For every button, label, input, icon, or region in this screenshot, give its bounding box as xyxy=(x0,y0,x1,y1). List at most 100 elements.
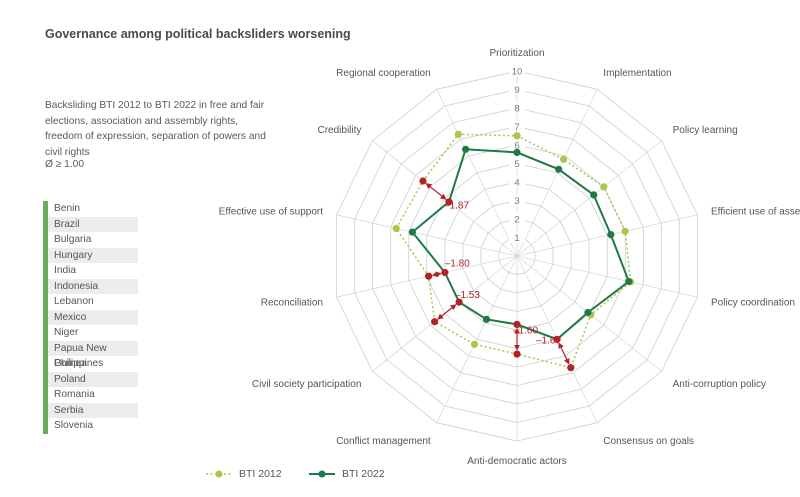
point-bti2022 xyxy=(513,148,521,156)
tick-label-bg xyxy=(509,65,525,76)
country-item: Mexico xyxy=(43,309,138,325)
legend-swatch-dotted xyxy=(206,470,232,478)
point-bti2012 xyxy=(425,272,433,280)
radar-axis-labels: Prioritization Implementation Policy learn… xyxy=(219,48,800,467)
tick-label: 5 xyxy=(514,159,519,170)
axis-label: Regional cooperation xyxy=(336,68,431,79)
axis-label: Civil society participation xyxy=(252,379,362,390)
grid-spoke xyxy=(516,214,698,257)
decline-arrow xyxy=(431,271,442,278)
country-item: Philippines xyxy=(43,356,138,372)
grid-spoke xyxy=(516,255,698,298)
decline-label: –1.60 xyxy=(513,325,538,336)
country-item: Romania xyxy=(43,387,138,403)
tick-label-bg xyxy=(509,139,525,150)
tick-label: 4 xyxy=(514,178,519,189)
decline-arrow xyxy=(425,183,447,200)
grid-spoke xyxy=(336,214,518,257)
tick-label: 7 xyxy=(514,122,519,133)
tick-label: 1 xyxy=(514,233,519,244)
point-bti2022 xyxy=(462,145,470,153)
axis-label: Credibility xyxy=(317,125,361,136)
point-bti2022 xyxy=(553,335,561,343)
country-item: Poland xyxy=(43,371,138,387)
point-bti2022 xyxy=(584,308,592,317)
decline-label: –1.87 xyxy=(444,200,469,211)
point-bti2012 xyxy=(431,318,439,326)
point-bti2012 xyxy=(392,224,400,232)
tick-label-bg xyxy=(509,176,525,187)
country-item: Slovenia xyxy=(43,418,138,434)
grid-spoke xyxy=(516,140,662,257)
point-bti2022 xyxy=(482,315,491,323)
point-bti2012 xyxy=(560,155,568,163)
country-item: Serbia xyxy=(43,402,138,418)
country-item: Hungary xyxy=(43,247,138,263)
point-bti2022 xyxy=(408,228,416,236)
point-bti2022 xyxy=(513,320,521,328)
point-bti2012 xyxy=(419,177,427,185)
axis-label: Efficient use of assets xyxy=(711,207,800,218)
country-item: Benin xyxy=(43,201,138,217)
point-bti2012 xyxy=(454,130,462,138)
axis-label: Prioritization xyxy=(489,48,544,59)
decline-label: –1.80 xyxy=(445,258,470,269)
threshold-note: Ø ≥ 1.00 xyxy=(45,159,85,170)
legend-label-bti2012: BTI 2012 xyxy=(239,468,282,480)
tick-label: 2 xyxy=(514,215,519,226)
point-bti2022 xyxy=(590,191,598,199)
tick-label-bg xyxy=(509,120,525,132)
radar-annotations: –1.87 –1.80 –1.53 –1.60–1.67 xyxy=(425,183,570,365)
axis-label: Consensus on goals xyxy=(603,436,694,447)
axis-label: Policy coordination xyxy=(711,297,795,308)
axis-label: Anti-corruption policy xyxy=(673,379,766,390)
axis-label: Anti-democratic actors xyxy=(467,456,566,467)
point-bti2012 xyxy=(600,183,608,191)
legend-item-bti2022: BTI 2022 xyxy=(308,468,385,480)
country-item: Indonesia xyxy=(43,278,138,294)
grid-spoke xyxy=(516,89,598,257)
radar-grid xyxy=(336,70,698,442)
country-item: India xyxy=(43,263,138,279)
country-item: Bulgaria xyxy=(43,232,138,248)
point-bti2012 xyxy=(567,364,575,372)
point-bti2022 xyxy=(555,165,563,173)
country-item: Niger xyxy=(43,325,138,341)
tick-label-bg xyxy=(509,157,525,169)
tick-label: 3 xyxy=(514,196,519,207)
axis-label: Effective use of support xyxy=(219,207,324,218)
legend-label-bti2022: BTI 2022 xyxy=(342,468,385,480)
decline-arrow xyxy=(437,304,457,320)
point-bti2022 xyxy=(625,277,633,286)
tick-label: 8 xyxy=(514,104,519,115)
point-bti2012 xyxy=(513,132,521,140)
country-item: Lebanon xyxy=(43,294,138,310)
grid-spoke xyxy=(436,89,518,257)
point-bti2012 xyxy=(470,340,479,348)
country-list: Benin Brazil Bulgaria Hungary India Indo… xyxy=(43,201,138,434)
point-bti2022 xyxy=(455,298,463,306)
country-item: Brazil xyxy=(43,216,138,232)
point-bti2022 xyxy=(607,231,615,239)
legend-swatch-solid xyxy=(309,470,335,478)
tick-label-bg xyxy=(509,83,525,95)
tick-label: 6 xyxy=(514,141,519,152)
axis-label: Policy learning xyxy=(673,125,738,136)
radar-series xyxy=(392,130,635,372)
tick-label-bg xyxy=(509,194,525,206)
point-bti2012 xyxy=(621,227,629,235)
axis-label: Implementation xyxy=(603,68,671,79)
point-bti2012 xyxy=(513,350,521,358)
decline-arrow xyxy=(558,342,570,365)
decline-label: –1.67 xyxy=(536,336,561,347)
tick-label: 9 xyxy=(514,85,519,96)
radar-tick-labels: 1 2 3 4 5 6 7 8 9 10 xyxy=(509,65,525,244)
axis-label: Conflict management xyxy=(336,436,431,447)
chart-title: Governance among political backsliders w… xyxy=(45,27,351,41)
point-bti2022 xyxy=(445,198,453,206)
point-bti2022 xyxy=(441,268,449,277)
tick-label: 10 xyxy=(512,67,523,78)
chart-description: Backsliding BTI 2012 to BTI 2022 in free… xyxy=(45,100,266,158)
tick-label-bg xyxy=(509,213,525,224)
